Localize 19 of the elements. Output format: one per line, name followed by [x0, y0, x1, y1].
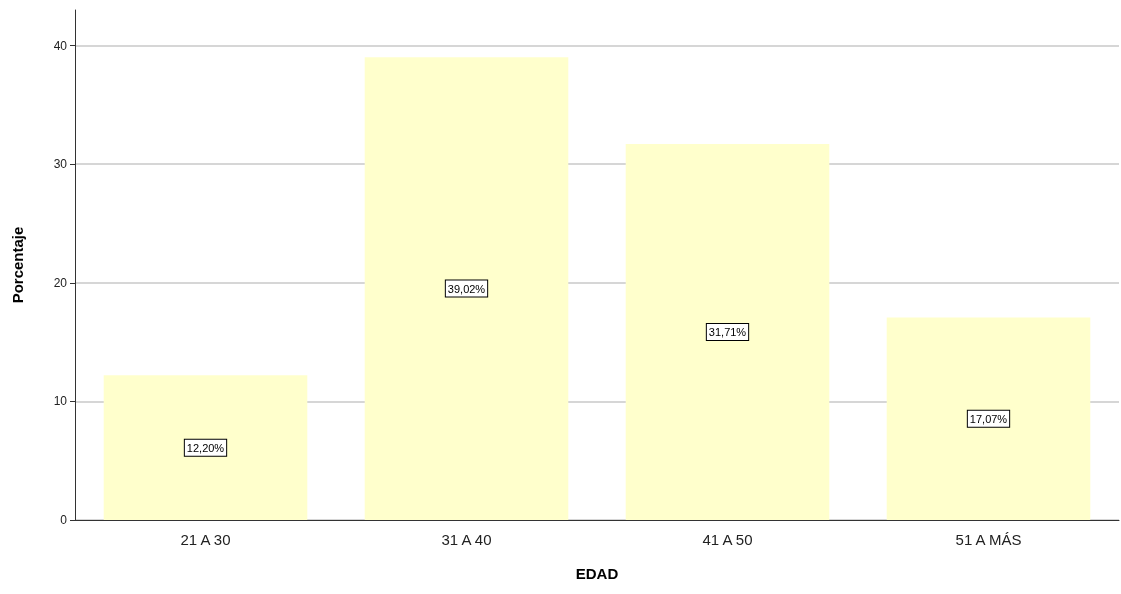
data-label: 31,71% — [708, 325, 747, 338]
y-axis-title: Porcentaje — [9, 226, 26, 304]
bar — [625, 143, 830, 520]
data-label: 39,02% — [447, 282, 486, 295]
x-tick-label: 41 A 50 — [702, 531, 753, 548]
x-tick-label: 51 A MÁS — [955, 531, 1022, 548]
y-tick-label: 30 — [53, 157, 68, 172]
x-tick-label: 21 A 30 — [180, 531, 231, 548]
y-tick-label: 10 — [53, 394, 68, 409]
bar — [886, 317, 1091, 520]
y-tick-label: 40 — [53, 38, 68, 53]
bar — [103, 375, 308, 520]
x-axis-title: EDAD — [575, 565, 619, 582]
x-tick-label: 31 A 40 — [441, 531, 492, 548]
data-label: 12,20% — [186, 441, 225, 454]
data-label: 17,07% — [969, 412, 1008, 425]
y-tick-label: 0 — [60, 513, 68, 527]
y-tick-label: 20 — [53, 275, 68, 290]
bar — [364, 57, 569, 520]
